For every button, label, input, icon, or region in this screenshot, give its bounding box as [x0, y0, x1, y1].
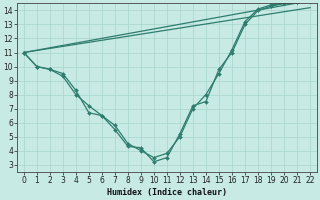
X-axis label: Humidex (Indice chaleur): Humidex (Indice chaleur) — [107, 188, 227, 197]
